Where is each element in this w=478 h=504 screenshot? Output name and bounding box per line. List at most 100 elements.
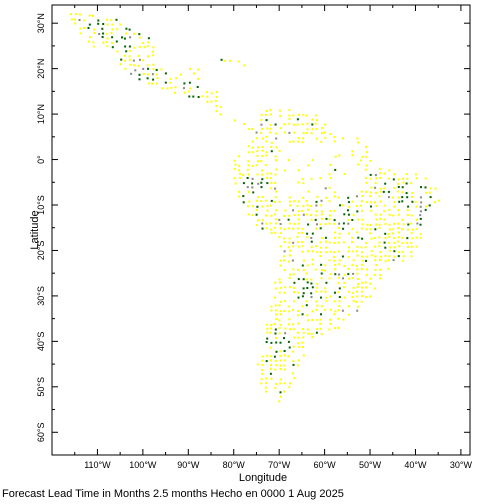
grid-cell [378,195,381,198]
grid-cell [379,190,382,193]
grid-cell [379,172,382,175]
grid-cell [420,186,422,189]
lat-tick-label: 30°S [36,286,46,306]
grid-cell [270,187,273,190]
grid-cell [302,196,305,199]
grid-cell [343,296,346,299]
grid-cell [347,201,350,204]
grid-cell [325,246,328,249]
grid-cell [425,191,427,194]
grid-cell [325,240,327,243]
grid-cell [282,310,285,313]
grid-cell [256,173,259,176]
grid-cell [269,177,272,180]
grid-cell [425,205,427,208]
grid-cell [333,300,336,303]
grid-cell [305,200,308,202]
grid-cell [392,214,395,217]
grid-cell [428,204,431,207]
grid-cell [189,87,192,90]
grid-cell [416,218,418,221]
grid-cell [279,310,282,313]
grid-cell [74,18,76,21]
grid-cell [315,308,318,311]
grid-cell [274,368,277,371]
grid-cell [397,231,400,234]
grid-cell [88,23,91,26]
grid-cell [261,227,264,230]
grid-cell [279,259,282,262]
grid-cell [360,190,363,193]
grid-cell [238,176,241,179]
grid-cell [128,58,131,61]
grid-cell [393,222,396,225]
grid-cell [297,278,300,281]
grid-cell [388,177,391,180]
grid-cell [402,255,405,258]
grid-cell [278,109,281,112]
grid-cell [261,146,264,148]
grid-cell [152,63,155,66]
grid-cell [347,305,350,308]
grid-cell [283,241,286,243]
grid-cell [406,196,409,199]
grid-cell [302,346,304,348]
grid-cell [270,181,273,184]
grid-cell [378,245,381,248]
grid-cell [130,72,133,75]
grid-cell [369,159,372,162]
grid-cell [289,204,291,207]
grid-cell [123,59,126,62]
grid-cell [402,177,405,180]
grid-cell [338,287,341,290]
grid-cell [269,372,272,375]
grid-cell [348,290,350,293]
grid-cell [269,123,272,126]
grid-cell [115,18,118,21]
grid-cell [179,73,182,76]
grid-cell [297,322,300,325]
grid-cell [310,282,313,285]
grid-cell [333,191,336,194]
grid-cell [251,214,254,217]
grid-cell [320,277,323,280]
grid-cell [219,113,222,116]
grid-cell [419,223,422,226]
grid-cell [356,195,358,198]
grid-cell [384,232,387,235]
grid-cell [260,181,263,184]
lat-tick-label: 60°S [36,422,46,442]
grid-cell [384,254,387,257]
grid-cell [147,37,150,40]
grid-cell [298,200,300,203]
grid-cell [142,67,145,70]
grid-cell [170,86,173,89]
grid-cell [274,222,277,225]
grid-cell [387,267,390,270]
grid-cell [266,182,269,185]
grid-cell [370,250,373,253]
grid-cell [251,182,254,185]
grid-cell [380,255,382,258]
grid-cell [384,260,387,263]
grid-cell [292,268,295,271]
grid-cell [248,128,251,131]
grid-cell [278,400,281,403]
grid-cell [328,318,331,321]
grid-cell [393,205,396,208]
grid-cell [401,186,404,189]
grid-cell [278,200,281,203]
grid-cell [296,268,299,271]
grid-cell [397,222,400,225]
grid-cell [74,22,77,25]
grid-cell [233,168,236,170]
grid-cell [302,278,305,281]
grid-cell [324,269,326,272]
grid-cell [275,137,278,140]
grid-cell [320,272,323,275]
grid-cell [319,322,322,325]
grid-cell [397,209,400,212]
grid-cell [328,241,331,244]
grid-cell [147,73,150,76]
